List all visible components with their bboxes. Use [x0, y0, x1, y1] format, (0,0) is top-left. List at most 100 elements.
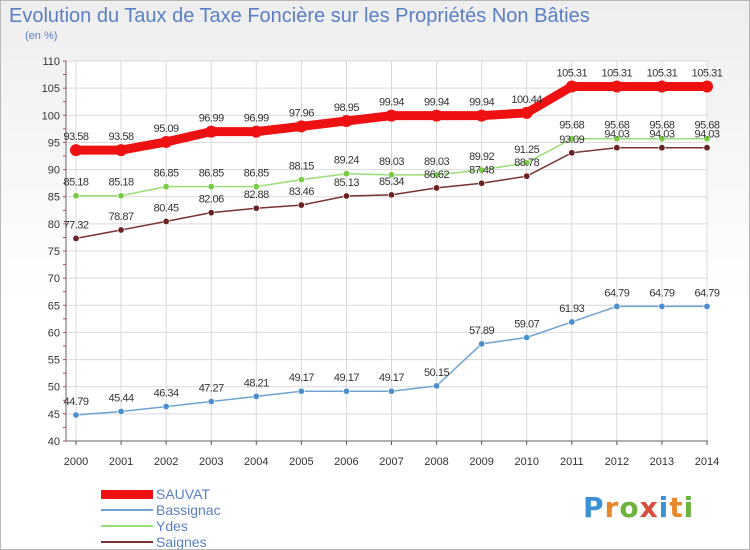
data-label-saignes: 94.03 — [649, 129, 674, 141]
data-label-bassignac: 64.79 — [604, 287, 629, 299]
point-sauvat — [520, 106, 533, 119]
data-label-saignes: 77.32 — [63, 219, 88, 231]
data-label-ydes: 86.85 — [154, 168, 179, 180]
data-label-ydes: 85.18 — [109, 177, 134, 189]
point-ydes — [207, 183, 215, 191]
chart-unit: (en %) — [25, 30, 58, 42]
legend-swatch-bassignac — [101, 509, 153, 511]
data-label-sauvat: 105.31 — [692, 67, 723, 79]
legend-swatch-saignes — [101, 541, 153, 543]
point-bassignac — [342, 387, 350, 395]
data-label-saignes: 86.62 — [424, 169, 449, 181]
data-label-sauvat: 98.95 — [334, 102, 359, 114]
data-label-bassignac: 46.34 — [154, 388, 179, 400]
data-label-ydes: 88.15 — [289, 161, 314, 173]
y-tick-label: 55 — [48, 355, 60, 367]
point-sauvat — [385, 109, 398, 122]
data-label-bassignac: 64.79 — [649, 287, 674, 299]
legend-label-bassignac: Bassignac — [156, 502, 221, 518]
chart-title: Evolution du Taux de Taxe Foncière sur l… — [9, 5, 590, 27]
data-label-saignes: 93.09 — [559, 134, 584, 146]
x-tick-label: 2006 — [334, 456, 358, 468]
y-tick-label: 95 — [48, 137, 60, 149]
data-label-sauvat: 96.99 — [199, 113, 224, 125]
x-tick-label: 2005 — [289, 456, 313, 468]
data-label-bassignac: 47.27 — [199, 383, 224, 395]
data-label-sauvat: 105.31 — [556, 67, 587, 79]
data-label-saignes: 88.78 — [514, 157, 539, 169]
data-label-sauvat: 99.94 — [424, 97, 449, 109]
data-label-saignes: 83.46 — [289, 186, 314, 198]
data-label-bassignac: 49.17 — [334, 372, 359, 384]
legend: SAUVAT Bassignac Ydes Saignes — [101, 486, 221, 549]
point-sauvat — [565, 80, 578, 93]
point-saignes — [207, 209, 215, 217]
point-bassignac — [703, 302, 711, 310]
data-label-saignes: 82.88 — [244, 189, 269, 201]
x-tick-label: 2008 — [424, 456, 448, 468]
data-label-sauvat: 99.94 — [379, 97, 404, 109]
x-tick-label: 2001 — [109, 456, 133, 468]
legend-swatch-ydes — [101, 525, 153, 527]
point-bassignac — [387, 387, 395, 395]
data-label-sauvat: 93.58 — [109, 131, 134, 143]
y-tick-label: 40 — [48, 436, 60, 448]
data-label-sauvat: 105.31 — [602, 67, 633, 79]
point-sauvat — [250, 125, 263, 138]
y-tick-label: 65 — [48, 300, 60, 312]
point-sauvat — [160, 135, 173, 148]
data-label-bassignac: 49.17 — [289, 372, 314, 384]
point-bassignac — [433, 382, 441, 390]
point-bassignac — [252, 392, 260, 400]
data-label-bassignac: 49.17 — [379, 372, 404, 384]
point-saignes — [117, 226, 125, 234]
data-label-sauvat: 95.09 — [154, 123, 179, 135]
point-saignes — [703, 144, 711, 152]
data-label-ydes: 89.03 — [379, 156, 404, 168]
data-label-saignes: 85.13 — [334, 177, 359, 189]
point-ydes — [613, 135, 621, 143]
y-tick-label: 85 — [48, 192, 60, 204]
data-label-sauvat: 93.58 — [63, 131, 88, 143]
point-sauvat — [655, 80, 668, 93]
point-bassignac — [207, 398, 215, 406]
x-tick-label: 2013 — [650, 456, 674, 468]
y-tick-label: 90 — [48, 165, 60, 177]
legend-item-ydes: Ydes — [101, 518, 221, 534]
x-tick-label: 2014 — [695, 456, 719, 468]
point-saignes — [387, 191, 395, 199]
data-label-saignes: 85.34 — [379, 176, 404, 188]
data-label-saignes: 78.87 — [109, 211, 134, 223]
point-ydes — [162, 183, 170, 191]
y-tick-label: 70 — [48, 273, 60, 285]
y-tick-label: 75 — [48, 246, 60, 258]
data-label-bassignac: 59.07 — [514, 318, 539, 330]
point-ydes — [342, 170, 350, 178]
point-bassignac — [523, 333, 531, 341]
point-bassignac — [658, 302, 666, 310]
data-label-ydes: 95.68 — [649, 120, 674, 132]
x-tick-label: 2000 — [64, 456, 88, 468]
x-tick-label: 2011 — [560, 456, 584, 468]
data-label-ydes: 85.18 — [63, 177, 88, 189]
point-saignes — [297, 201, 305, 209]
data-label-ydes: 95.68 — [694, 120, 719, 132]
point-bassignac — [613, 302, 621, 310]
x-tick-label: 2009 — [469, 456, 493, 468]
point-sauvat — [295, 120, 308, 133]
proxiti-logo: Proxiti — [583, 491, 695, 524]
point-saignes — [523, 172, 531, 180]
data-label-bassignac: 50.15 — [424, 367, 449, 379]
x-tick-label: 2007 — [379, 456, 403, 468]
point-bassignac — [117, 407, 125, 415]
point-bassignac — [162, 403, 170, 411]
point-sauvat — [430, 109, 443, 122]
data-label-ydes: 89.92 — [469, 151, 494, 163]
point-sauvat — [610, 80, 623, 93]
data-label-bassignac: 45.44 — [109, 392, 134, 404]
point-saignes — [162, 217, 170, 225]
point-saignes — [568, 149, 576, 157]
point-sauvat — [205, 125, 218, 138]
point-bassignac — [72, 411, 80, 419]
